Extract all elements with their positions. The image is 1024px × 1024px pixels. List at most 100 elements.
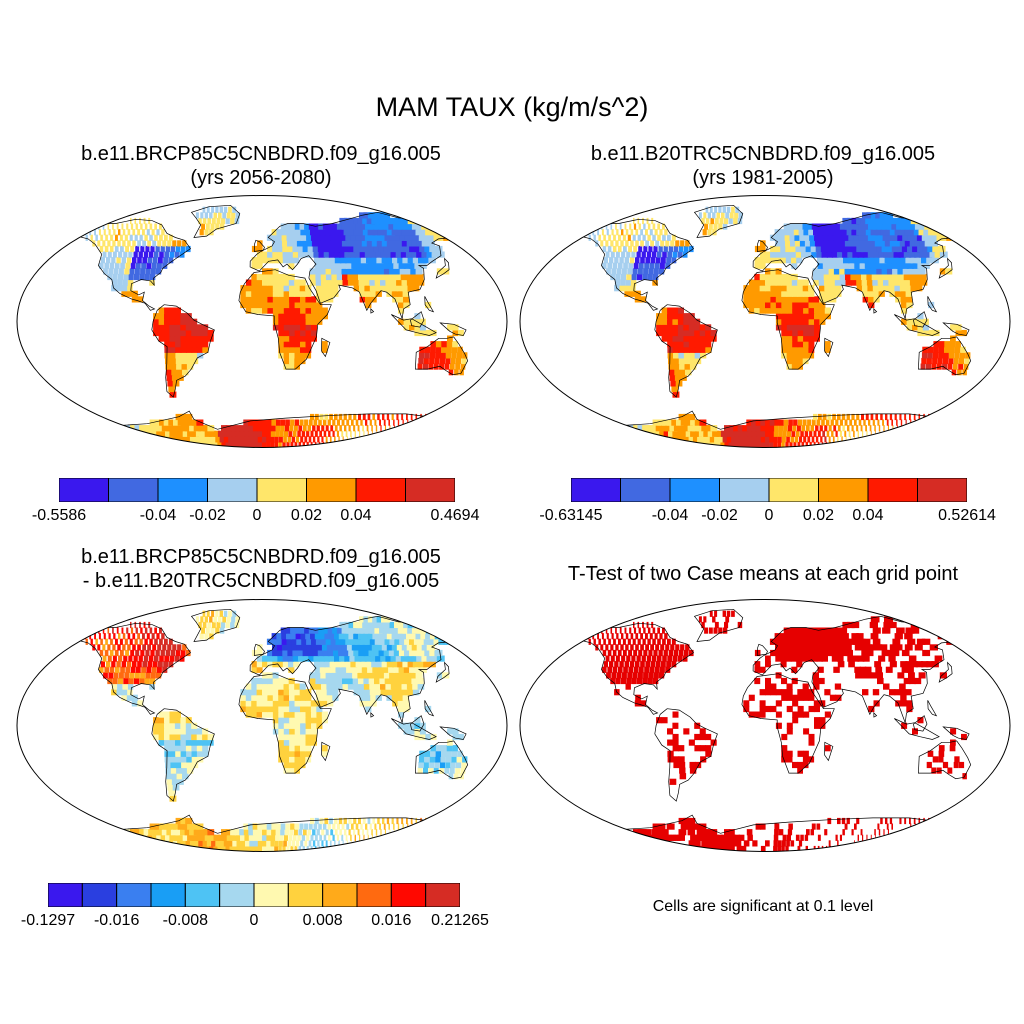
grid-cell bbox=[151, 666, 157, 673]
grid-cell bbox=[277, 251, 284, 258]
grid-cell bbox=[683, 335, 690, 342]
grid-cell bbox=[811, 419, 816, 426]
grid-cell bbox=[878, 840, 881, 847]
grid-cell bbox=[70, 425, 82, 432]
grid-cell bbox=[694, 834, 702, 841]
grid-cell bbox=[386, 694, 393, 701]
grid-cell bbox=[801, 441, 805, 448]
grid-cell bbox=[874, 217, 883, 225]
grid-cell bbox=[846, 817, 850, 825]
grid-cell bbox=[277, 245, 284, 253]
grid-cell bbox=[298, 655, 305, 662]
grid-cell bbox=[359, 616, 368, 623]
grid-cell bbox=[606, 229, 609, 236]
grid-cell bbox=[803, 633, 810, 640]
grid-cell bbox=[830, 223, 838, 230]
grid-cell bbox=[765, 705, 771, 713]
grid-cell bbox=[928, 217, 939, 225]
grid-cell bbox=[808, 739, 815, 746]
grid-cell bbox=[303, 425, 307, 432]
grid-cell bbox=[412, 279, 419, 286]
grid-cell bbox=[207, 733, 214, 741]
grid-cell bbox=[843, 638, 851, 645]
grid-cell bbox=[207, 739, 214, 746]
grid-cell bbox=[384, 621, 394, 629]
grid-cell bbox=[303, 251, 310, 258]
grid-cell bbox=[343, 229, 351, 236]
grid-cell bbox=[143, 829, 153, 836]
grid-cell bbox=[919, 273, 927, 281]
grid-cell bbox=[293, 257, 300, 264]
grid-cell bbox=[359, 251, 367, 258]
grid-cell bbox=[299, 419, 304, 426]
grid-cell bbox=[582, 229, 585, 236]
grid-cell bbox=[391, 229, 400, 236]
grid-cell bbox=[931, 257, 939, 264]
grid-cell bbox=[961, 627, 972, 634]
grid-cell bbox=[416, 627, 426, 634]
grid-cell bbox=[251, 279, 258, 286]
grid-cell bbox=[355, 257, 363, 264]
grid-cell bbox=[905, 834, 907, 841]
grid-cell bbox=[407, 689, 414, 696]
grid-cell bbox=[327, 823, 331, 830]
grid-cell bbox=[350, 638, 358, 645]
grid-cell bbox=[342, 279, 349, 286]
grid-cell bbox=[384, 273, 392, 281]
grid-cell bbox=[294, 335, 301, 342]
grid-cell bbox=[792, 301, 799, 309]
grid-cell bbox=[130, 666, 136, 673]
grid-cell bbox=[906, 425, 907, 432]
grid-cell bbox=[390, 273, 397, 281]
grid-cell bbox=[275, 430, 280, 437]
grid-cell bbox=[870, 413, 874, 421]
grid-cell bbox=[143, 251, 149, 258]
grid-cell bbox=[894, 290, 902, 297]
grid-cell bbox=[348, 245, 356, 253]
grid-cell bbox=[780, 649, 787, 657]
grid-cell bbox=[650, 436, 660, 443]
grid-cell bbox=[157, 829, 166, 836]
grid-cell bbox=[672, 722, 679, 729]
grid-cell bbox=[111, 425, 122, 432]
grid-cell bbox=[887, 217, 897, 225]
grid-cell bbox=[359, 430, 361, 437]
grid-cell bbox=[267, 251, 273, 258]
grid-cell bbox=[881, 649, 889, 657]
grid-cell bbox=[325, 666, 332, 673]
grid-cell bbox=[61, 638, 63, 645]
grid-cell bbox=[787, 829, 793, 836]
grid-cell bbox=[775, 279, 782, 286]
grid-cell bbox=[107, 441, 121, 448]
grid-cell bbox=[809, 638, 816, 645]
grid-cell bbox=[334, 425, 338, 432]
grid-cell bbox=[319, 413, 324, 421]
grid-cell bbox=[615, 655, 620, 662]
grid-cell bbox=[446, 341, 453, 348]
grid-cell bbox=[115, 234, 118, 241]
grid-cell bbox=[724, 621, 729, 629]
grid-cell bbox=[775, 240, 781, 247]
grid-cell bbox=[694, 341, 701, 348]
grid-cell bbox=[98, 627, 100, 634]
grid-cell bbox=[802, 761, 809, 769]
grid-cell bbox=[605, 425, 616, 432]
grid-cell bbox=[917, 262, 925, 269]
grid-cell bbox=[153, 318, 160, 325]
grid-cell bbox=[207, 329, 214, 337]
grid-cell bbox=[665, 666, 671, 673]
grid-cell bbox=[146, 633, 150, 640]
grid-cell bbox=[928, 829, 930, 836]
grid-cell bbox=[113, 229, 116, 236]
grid-cell bbox=[400, 845, 405, 852]
grid-cell bbox=[416, 621, 427, 629]
grid-cell bbox=[582, 845, 597, 852]
grid-cell bbox=[456, 352, 462, 359]
grid-cell bbox=[818, 285, 826, 292]
grid-cell bbox=[322, 627, 330, 634]
grid-cell bbox=[622, 441, 635, 448]
grid-cell bbox=[313, 251, 320, 258]
grid-cell bbox=[276, 419, 281, 426]
grid-cell bbox=[813, 430, 817, 437]
grid-cell bbox=[660, 425, 669, 432]
